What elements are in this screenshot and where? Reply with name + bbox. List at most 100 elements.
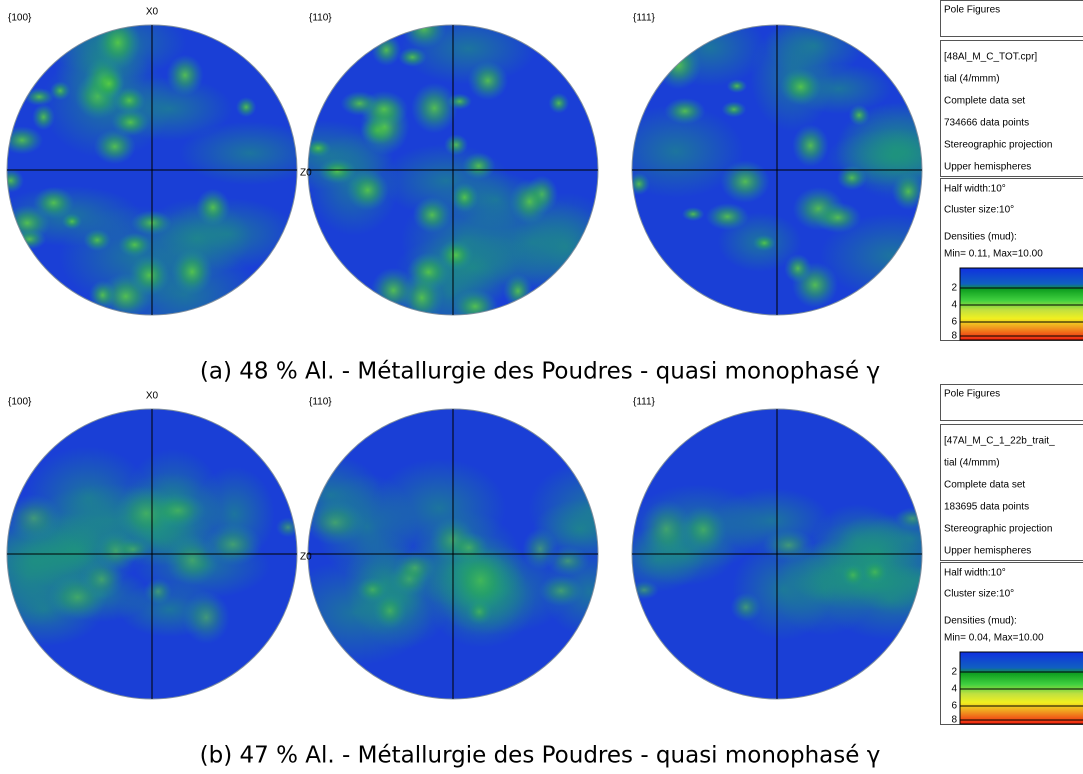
texture-blob [655,41,702,90]
figure-label: {110} [309,13,332,24]
texture-blob [61,213,83,230]
info-densities-label: Densities (mud): [944,232,1017,243]
figure-label: {100} [8,397,32,408]
texture-blob [394,550,436,585]
info-data-box [940,40,1083,177]
texture-blob [114,537,152,562]
info-file: [47Al_M_C_1_22b_trait_ [944,436,1055,447]
texture-blob [318,158,357,184]
texture-blob [149,492,207,529]
texture-blob [398,47,427,67]
texture-blob [545,545,590,576]
pole-texture [7,25,297,315]
texture-blob [195,188,231,227]
axis-label-x: X0 [146,7,159,18]
caption: (b) 47 % Al. - Métallurgie des Poudres -… [200,743,881,769]
texture-blob [548,92,570,114]
info-densities-range: Min= 0.11, Max=10.00 [944,249,1043,260]
texture-blob [640,499,693,559]
texture-blob [450,182,479,213]
texture-blob [681,207,705,222]
texture-blob [840,563,866,588]
texture-blob [340,91,379,116]
scale-label: 8 [951,715,957,726]
texture-blob [372,592,407,630]
info-cluster-size: Cluster size:10° [944,589,1014,600]
texture-haze [819,213,922,299]
texture-blob [503,273,533,309]
info-half-width: Half width:10° [944,568,1006,579]
texture-blob [860,559,889,585]
info-cluster-size: Cluster size:10° [944,205,1014,216]
info-line: tial (4/mmm) [944,458,1000,469]
texture-blob [726,79,748,94]
scale-label: 2 [951,667,957,678]
info-line: Upper hemispheres [944,162,1031,173]
texture-blob [752,234,776,252]
texture-blob [128,254,170,296]
color-scale [959,651,1083,725]
color-scale [959,267,1083,341]
texture-blob [721,101,747,118]
info-line: Stereographic projection [944,140,1052,151]
info-line: 183695 data points [944,502,1029,513]
scale-label: 2 [951,283,957,294]
info-title: Pole Figures [944,389,1000,400]
info-half-width: Half width:10° [944,184,1006,195]
texture-blob [447,93,472,110]
texture-blob [632,580,659,600]
texture-blob [111,108,150,137]
texture-blob [130,210,173,236]
texture-blob [370,267,416,314]
figure-label: {110} [309,397,332,408]
texture-blob [792,124,829,167]
texture-blob [371,34,402,67]
texture-haze [179,121,297,186]
texture-blob [779,68,822,106]
texture-blob [449,531,489,564]
texture-blob [7,126,44,155]
texture-blob [275,517,297,538]
texture-blob [705,202,749,231]
texture-blob [144,578,173,605]
scale-label: 4 [951,684,957,695]
texture-blob [891,172,922,211]
axis-label-z: Z0 [300,552,312,563]
axis-label-z: Z0 [300,168,312,179]
texture-blob [680,505,727,554]
caption: (a) 48 % Al. - Métallurgie des Poudres -… [200,359,880,385]
texture-blob [171,248,213,295]
texture-blob [401,25,447,49]
texture-blob [49,81,71,101]
info-line: Complete data set [944,480,1025,491]
texture-blob [449,547,512,614]
info-data-box [940,424,1083,561]
texture-blob [836,165,867,191]
info-line: Upper hemispheres [944,546,1031,557]
texture-blob [308,500,366,546]
info-densities-range: Min= 0.04, Max=10.00 [944,633,1044,644]
texture-blob [93,128,136,165]
texture-blob [32,103,55,131]
texture-blob [88,280,117,311]
texture-blob [33,186,75,219]
scale-label: 6 [951,701,957,712]
texture-blob [412,196,452,234]
pole-texture [7,446,297,647]
texture-blob [664,97,706,125]
info-line: Stereographic projection [944,524,1052,535]
texture-blob [848,104,870,126]
info-file: [48Al_M_C_TOT.cpr] [944,52,1037,63]
pole-texture [308,455,598,666]
texture-blob [79,559,124,600]
texture-blob [117,232,152,258]
texture-blob [24,87,55,106]
figure-label: {100} [8,13,32,24]
texture-blob [895,507,922,530]
texture-blob [83,228,112,252]
figure-label: {111} [633,397,656,408]
texture-blob [720,160,770,203]
texture-blob [166,54,204,96]
